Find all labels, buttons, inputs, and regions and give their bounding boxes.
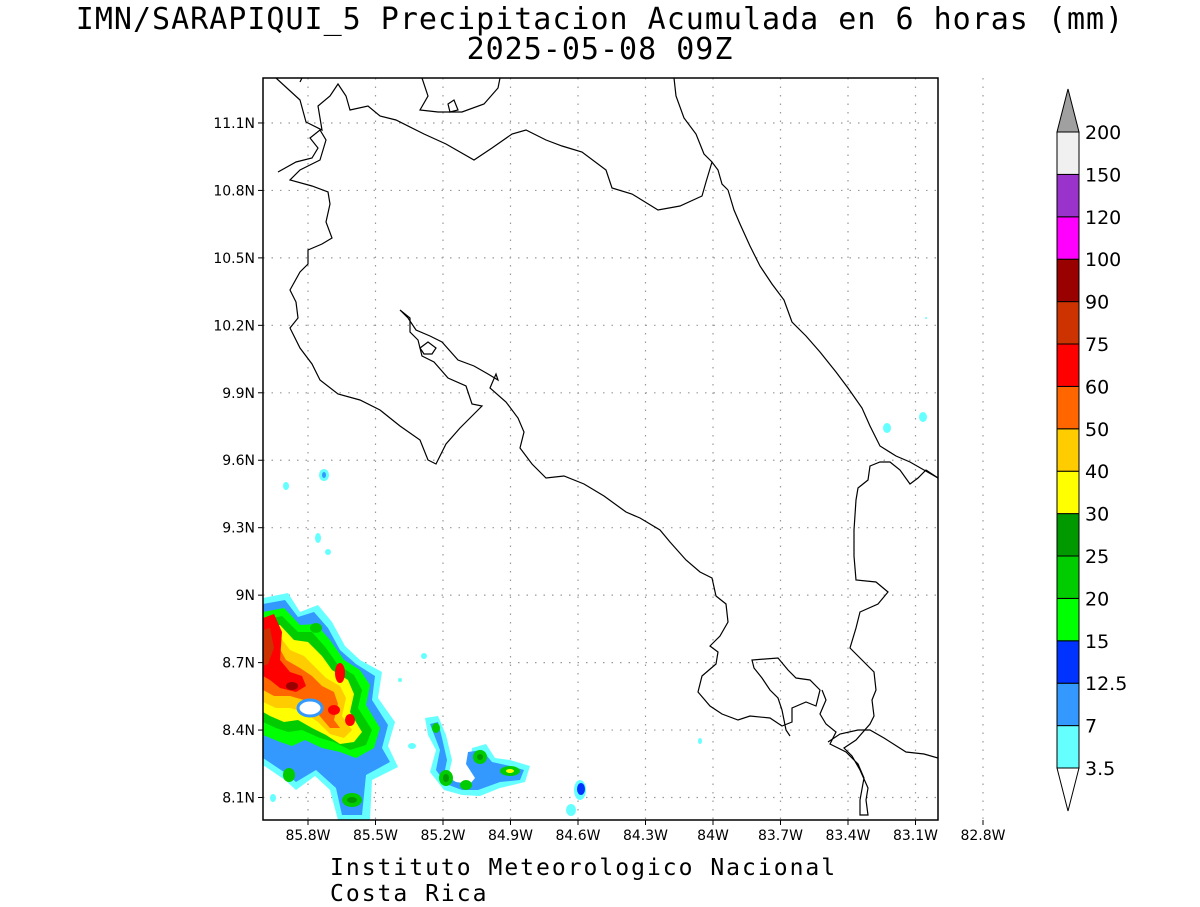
lon-tick-label: 83.1W — [893, 828, 938, 844]
lat-tick-label: 9.3N — [222, 521, 255, 537]
coastline-borders — [275, 78, 938, 816]
lon-tick-label: 85.5W — [353, 828, 398, 844]
colorbar-label: 20 — [1085, 588, 1109, 610]
lat-tick-label: 11.1N — [213, 116, 255, 132]
map-title: IMN/SARAPIQUI_5 Precipitacion Acumulada … — [75, 2, 1125, 37]
colorbar-label: 7 — [1085, 716, 1097, 738]
map-grid — [263, 78, 984, 820]
colorbar-label: 120 — [1085, 207, 1121, 229]
colorbar-label: 12.5 — [1085, 673, 1127, 695]
colorbar-label: 50 — [1085, 419, 1109, 441]
lon-tick-label: 83.7W — [758, 828, 803, 844]
colorbar-swatch — [1056, 682, 1080, 727]
lat-tick-label: 8.1N — [222, 791, 255, 807]
lat-tick-label: 10.2N — [213, 318, 255, 334]
nicaragua-lake-shore — [419, 78, 501, 113]
lat-tick-label: 8.4N — [222, 723, 255, 739]
colorbar-label: 75 — [1085, 334, 1109, 356]
rain-cluster-nicoya-offshore — [263, 593, 398, 820]
central-pacific-coast — [407, 317, 821, 737]
caribbean-north-coast — [673, 78, 713, 163]
colorbar-label: 25 — [1085, 546, 1109, 568]
colorbar-swatch — [1056, 428, 1080, 472]
lake-island — [447, 99, 459, 113]
colorbar-swatch — [1056, 301, 1080, 345]
colorbar-label: 150 — [1085, 164, 1121, 186]
osa-golfito-coast — [819, 461, 938, 816]
colorbar-label: 30 — [1085, 504, 1109, 526]
axis-ticks: 11.1N 10.8N 10.5N 10.2N 9.9N 9.6N 9.3N 9N 8.7N 8.… — [213, 116, 1005, 844]
map-frame — [262, 77, 939, 821]
colorbar-swatch — [1056, 216, 1080, 260]
colorbar-label: 15 — [1085, 631, 1109, 653]
lat-tick-label: 9.6N — [222, 453, 255, 469]
rain-isolated-cells — [270, 317, 927, 816]
lon-tick-label: 85.2W — [420, 828, 465, 844]
caribbean-coast — [727, 189, 938, 479]
rain-cluster-central-offshore — [425, 716, 530, 796]
colorbar-label: 200 — [1085, 122, 1121, 144]
colorbar-swatch — [1056, 470, 1080, 515]
footer-credit: Instituto Meteorologico Nacional Costa R… — [330, 855, 838, 907]
colorbar-label: 3.5 — [1085, 758, 1115, 780]
lon-tick-label: 84.9W — [488, 828, 533, 844]
map-datetime: 2025-05-08 09Z — [466, 32, 734, 67]
panama-border — [827, 729, 938, 759]
lat-tick-label: 10.5N — [213, 251, 255, 267]
colorbar-overflow-triangle — [1056, 88, 1080, 133]
colorbar-swatch — [1056, 725, 1080, 769]
colorbar-swatch — [1056, 131, 1080, 175]
colorbar-legend: 3.5 7 12.5 15 20 25 30 40 50 60 75 90 100 120 150 200 — [1056, 88, 1127, 812]
colorbar-swatch — [1056, 555, 1080, 599]
lat-tick-label: 9.9N — [222, 386, 255, 402]
lat-tick-label: 10.8N — [213, 183, 255, 199]
lon-tick-label: 84.6W — [555, 828, 600, 844]
colorbar-swatch — [1056, 258, 1080, 303]
lat-tick-label: 9N — [236, 588, 255, 604]
colorbar-swatch — [1056, 173, 1080, 218]
colorbar-label: 40 — [1085, 461, 1109, 483]
colorbar-swatch — [1056, 343, 1080, 387]
colorbar-label: 60 — [1085, 376, 1109, 398]
guanacaste-coast — [277, 129, 484, 465]
nicaragua-border — [275, 78, 729, 211]
lon-tick-label: 83.4W — [825, 828, 870, 844]
lon-tick-label: 85.8W — [285, 828, 330, 844]
colorbar-underflow-triangle — [1056, 767, 1080, 812]
precipitation-fields — [263, 317, 927, 820]
lat-tick-label: 8.7N — [222, 656, 255, 672]
lon-tick-label: 84.3W — [623, 828, 668, 844]
colorbar-swatch — [1056, 640, 1080, 684]
colorbar-swatch — [1056, 385, 1080, 430]
nicoya-gulf-island — [419, 341, 437, 355]
colorbar-label: 100 — [1085, 249, 1121, 271]
lon-tick-label: 82.8W — [960, 828, 1005, 844]
lon-tick-label: 84W — [697, 828, 729, 844]
colorbar-swatch — [1056, 597, 1080, 642]
colorbar-label: 90 — [1085, 292, 1109, 314]
colorbar-swatch — [1056, 513, 1080, 557]
